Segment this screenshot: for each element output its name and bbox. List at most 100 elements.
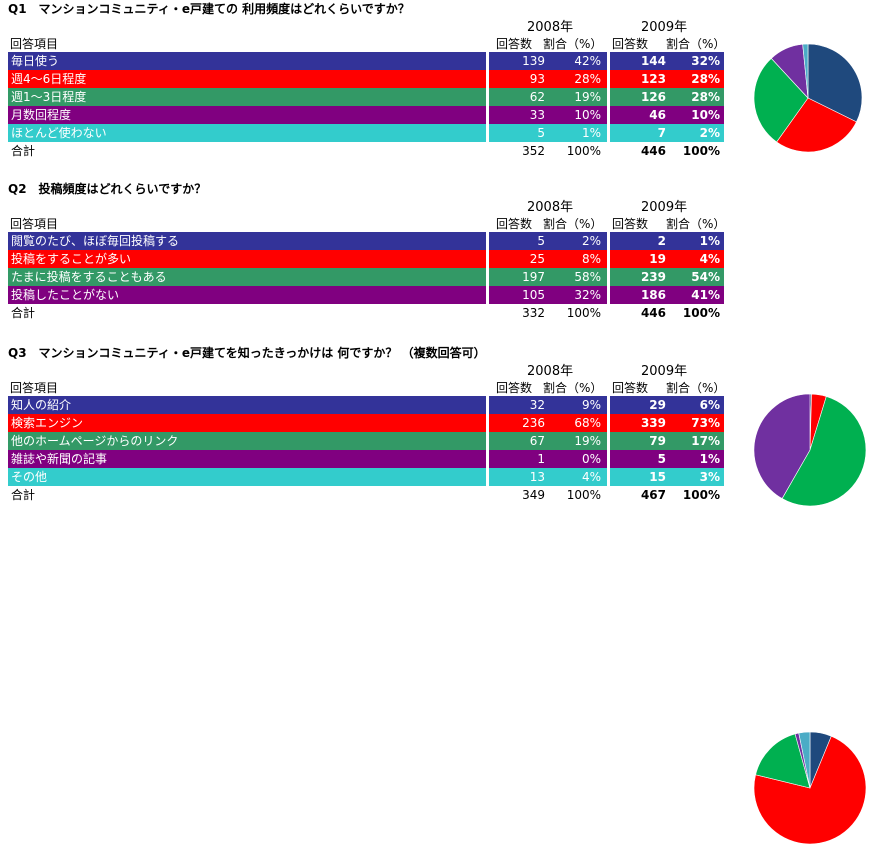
count-2009: 239 <box>610 268 670 286</box>
year-2009-label: 2009年 <box>641 200 688 215</box>
percent-2008: 42% <box>549 52 607 70</box>
header-item: 回答項目 <box>10 217 59 231</box>
pie-slice-3 <box>753 57 809 143</box>
total-row: 合計 349 100% 467 100% <box>8 486 724 504</box>
table-row: 雑誌や新聞の記事 1 0% 5 1% <box>8 450 724 468</box>
table-row: 投稿したことがない 105 32% 186 41% <box>8 286 724 304</box>
count-2008: 32 <box>489 396 549 414</box>
row-label: 月数回程度 <box>8 106 486 124</box>
row-label: 他のホームページからのリンク <box>8 432 486 450</box>
count-2009: 7 <box>610 124 670 142</box>
row-label: ほとんど使わない <box>8 124 486 142</box>
header-count-2009: 回答数 <box>612 217 649 231</box>
percent-2008: 8% <box>549 250 607 268</box>
percent-2009: 3% <box>670 468 724 486</box>
count-2008: 236 <box>489 414 549 432</box>
header-ratio-2008: 割合（%） <box>543 217 603 231</box>
table-row: ほとんど使わない 5 1% 7 2% <box>8 124 724 142</box>
count-2009: 46 <box>610 106 670 124</box>
percent-2009: 28% <box>670 70 724 88</box>
percent-2008: 28% <box>549 70 607 88</box>
total-count-2009: 446 <box>640 144 666 158</box>
table-row: その他 13 4% 15 3% <box>8 468 724 486</box>
percent-2008: 1% <box>549 124 607 142</box>
row-label: 週1～3日程度 <box>8 88 486 106</box>
year-2009-label: 2009年 <box>641 20 688 35</box>
percent-2008: 9% <box>549 396 607 414</box>
count-2009: 123 <box>610 70 670 88</box>
header-count-2008: 回答数 <box>496 37 533 51</box>
question-section-q1: Q1 マンションコミュニティ・e戸建ての 利用頻度はどれくらいですか？ 2008年… <box>0 0 871 170</box>
pie-slice-3 <box>781 396 867 507</box>
table-row: 週4～6日程度 93 28% 123 28% <box>8 70 724 88</box>
total-percent-2008: 100% <box>566 488 601 502</box>
count-2008: 5 <box>489 232 549 250</box>
count-2008: 67 <box>489 432 549 450</box>
count-2008: 5 <box>489 124 549 142</box>
header-ratio-2009: 割合（%） <box>666 217 726 231</box>
row-label: 投稿をすることが多い <box>8 250 486 268</box>
percent-2009: 4% <box>670 250 724 268</box>
total-count-2008: 352 <box>522 144 545 158</box>
total-percent-2009: 100% <box>682 144 720 158</box>
year-2008-label: 2008年 <box>527 20 574 35</box>
header-count-2009: 回答数 <box>612 37 649 51</box>
table-row: 他のホームページからのリンク 67 19% 79 17% <box>8 432 724 450</box>
row-label: 雑誌や新聞の記事 <box>8 450 486 468</box>
count-2008: 1 <box>489 450 549 468</box>
header-count-2009: 回答数 <box>612 381 649 395</box>
total-row: 合計 352 100% 446 100% <box>8 142 724 160</box>
percent-2009: 1% <box>670 450 724 468</box>
header-item: 回答項目 <box>10 37 59 51</box>
percent-2009: 2% <box>670 124 724 142</box>
percent-2008: 58% <box>549 268 607 286</box>
total-label: 合計 <box>11 306 36 320</box>
count-2008: 13 <box>489 468 549 486</box>
row-label: 投稿したことがない <box>8 286 486 304</box>
header-ratio-2008: 割合（%） <box>543 37 603 51</box>
percent-2008: 19% <box>549 432 607 450</box>
table-row: たまに投稿をすることもある 197 58% 239 54% <box>8 268 724 286</box>
table-row: 閲覧のたび、ほぼ毎回投稿する 5 2% 2 1% <box>8 232 724 250</box>
total-percent-2009: 100% <box>682 488 720 502</box>
row-label: 知人の紹介 <box>8 396 486 414</box>
table-row: 週1～3日程度 62 19% 126 28% <box>8 88 724 106</box>
percent-2008: 10% <box>549 106 607 124</box>
count-2009: 5 <box>610 450 670 468</box>
percent-2009: 32% <box>670 52 724 70</box>
row-label: 検索エンジン <box>8 414 486 432</box>
total-percent-2008: 100% <box>566 306 601 320</box>
count-2008: 197 <box>489 268 549 286</box>
table-row: 知人の紹介 32 9% 29 6% <box>8 396 724 414</box>
header-ratio-2008: 割合（%） <box>543 381 603 395</box>
count-2009: 2 <box>610 232 670 250</box>
count-2009: 29 <box>610 396 670 414</box>
pie-chart-q1 <box>753 43 863 153</box>
total-percent-2008: 100% <box>566 144 601 158</box>
count-2009: 126 <box>610 88 670 106</box>
pie-slice-1 <box>807 43 863 123</box>
count-2008: 62 <box>489 88 549 106</box>
header-count-2008: 回答数 <box>496 217 533 231</box>
table-row: 投稿をすることが多い 25 8% 19 4% <box>8 250 724 268</box>
count-2009: 19 <box>610 250 670 268</box>
count-2009: 186 <box>610 286 670 304</box>
percent-2009: 17% <box>670 432 724 450</box>
row-label: たまに投稿をすることもある <box>8 268 486 286</box>
row-label: その他 <box>8 468 486 486</box>
table-row: 月数回程度 33 10% 46 10% <box>8 106 724 124</box>
percent-2009: 54% <box>670 268 724 286</box>
pie-slice-2 <box>776 97 857 153</box>
percent-2009: 1% <box>670 232 724 250</box>
count-2009: 144 <box>610 52 670 70</box>
percent-2009: 41% <box>670 286 724 304</box>
percent-2008: 32% <box>549 286 607 304</box>
percent-2009: 6% <box>670 396 724 414</box>
count-2008: 139 <box>489 52 549 70</box>
question-section-q2: Q2 投稿頻度はどれくらいですか？ 2008年 2009年 回答項目 回答数 割合（%）回… <box>0 180 871 507</box>
row-label: 週4～6日程度 <box>8 70 486 88</box>
total-label: 合計 <box>11 144 36 158</box>
percent-2009: 10% <box>670 106 724 124</box>
table-row: 毎日使う 139 42% 144 32% <box>8 52 724 70</box>
count-2008: 25 <box>489 250 549 268</box>
